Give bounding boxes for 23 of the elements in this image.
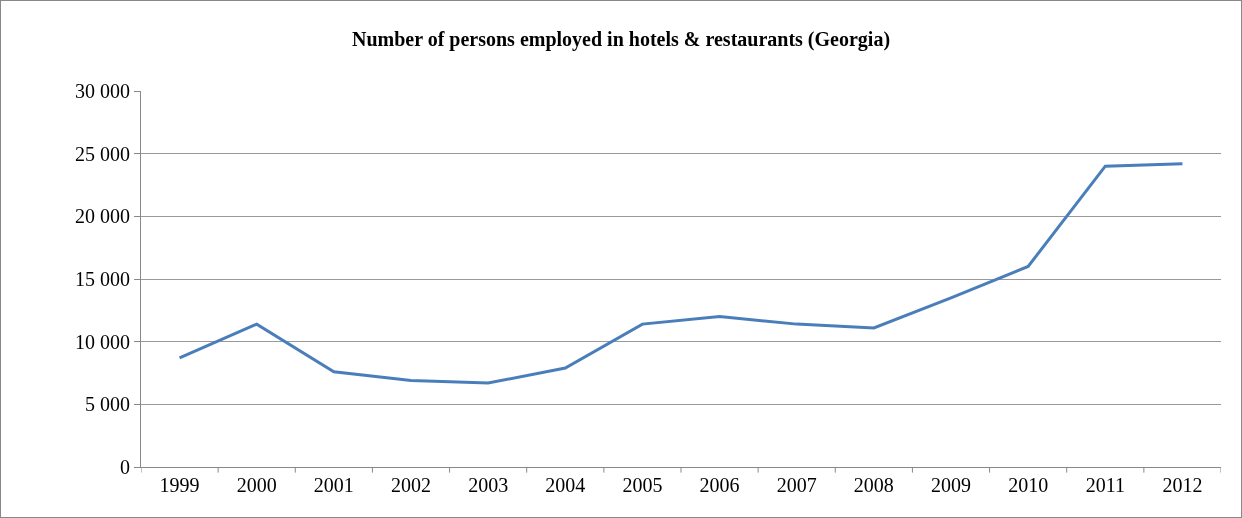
x-tick-label: 2010 bbox=[1008, 474, 1049, 496]
y-tick-label: 15 000 bbox=[75, 268, 130, 290]
x-tick-label: 2001 bbox=[313, 474, 354, 496]
y-tick-label: 10 000 bbox=[75, 330, 130, 353]
y-tick-label: 0 bbox=[120, 456, 130, 478]
x-tick-label: 2005 bbox=[622, 474, 663, 496]
x-tick-label: 2000 bbox=[236, 474, 277, 496]
y-tick-label: 20 000 bbox=[75, 205, 130, 228]
line-series bbox=[178, 162, 1184, 385]
x-tick-label: 1999 bbox=[159, 474, 200, 496]
x-tick-label: 2012 bbox=[1162, 474, 1203, 496]
y-tick-label: 5 000 bbox=[85, 393, 130, 416]
x-tick-label: 2002 bbox=[391, 474, 431, 496]
x-tick-label: 2008 bbox=[853, 474, 894, 496]
x-tick-label: 2007 bbox=[776, 474, 817, 496]
x-tick-label: 2006 bbox=[699, 474, 740, 496]
x-tick-label: 2009 bbox=[931, 474, 971, 496]
x-tick-label: 2011 bbox=[1085, 474, 1125, 496]
y-tick-label: 25 000 bbox=[75, 142, 130, 165]
x-tick-label: 2004 bbox=[545, 474, 586, 496]
y-tick-label: 30 000 bbox=[75, 80, 130, 102]
chart-title: Number of persons employed in hotels & restaurants (Georgia) bbox=[351, 27, 891, 51]
x-tick-label: 2003 bbox=[468, 474, 509, 496]
